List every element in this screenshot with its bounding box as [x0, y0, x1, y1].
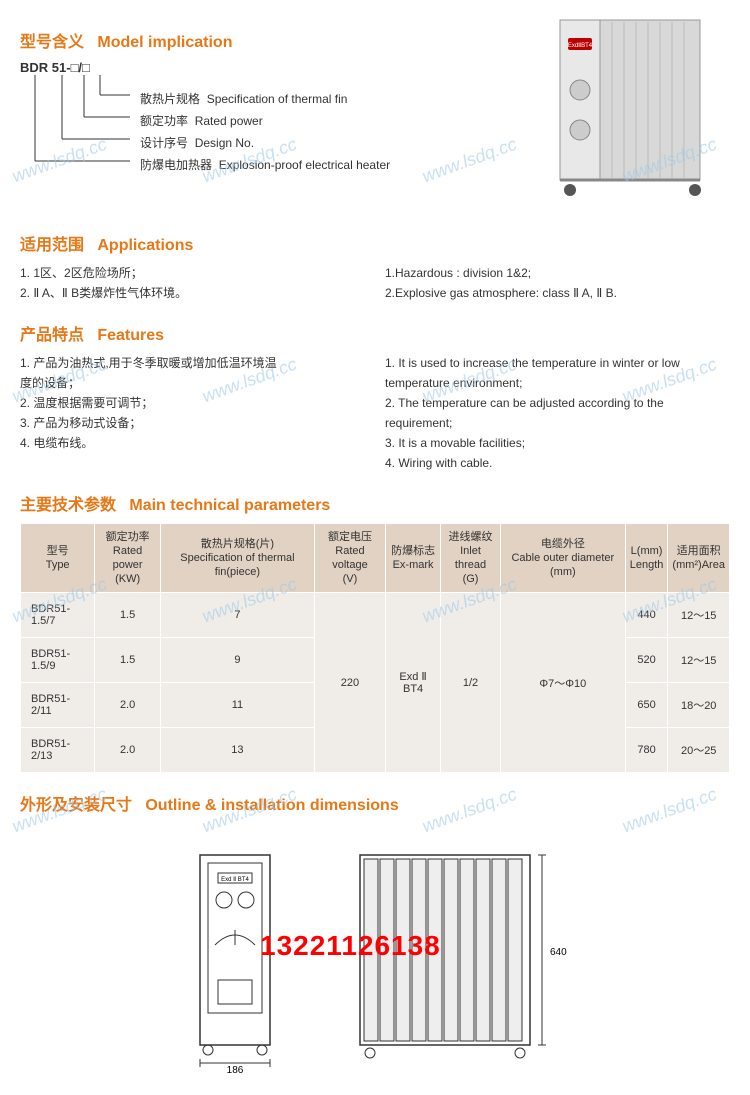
cell-power-0: 1.5	[95, 593, 161, 638]
app-right-1: 2.Explosive gas atmosphere: class Ⅱ A, Ⅱ…	[385, 283, 730, 303]
product-image: ExdⅡBT4	[540, 10, 730, 213]
cell-area-0: 12～15	[668, 593, 730, 638]
cell-fin-3: 13	[160, 728, 314, 773]
cell-length-2: 650	[625, 683, 668, 728]
svg-text:Exd Ⅱ BT4: Exd Ⅱ BT4	[221, 877, 249, 883]
th-exmark: 防爆标志Ex-mark	[386, 524, 441, 593]
th-cable: 电缆外径Cable outer diameter (mm)	[500, 524, 625, 593]
th-type: 型号Type	[21, 524, 95, 593]
svg-text:ExdⅡBT4: ExdⅡBT4	[568, 43, 593, 49]
model-lines: 散热片规格 Specification of thermal fin 额定功率 …	[140, 88, 390, 176]
cell-power-3: 2.0	[95, 728, 161, 773]
cell-power-1: 1.5	[95, 638, 161, 683]
applications-right: 1.Hazardous : division 1&2; 2.Explosive …	[375, 263, 730, 303]
cell-length-0: 440	[625, 593, 668, 638]
params-header-row: 型号Type 额定功率Rated power(KW) 散热片规格(片)Speci…	[21, 524, 730, 593]
cell-length-1: 520	[625, 638, 668, 683]
cell-cable: Φ7～Φ10	[500, 593, 625, 773]
model-block: 型号含义 Model implication BDR 51-□/□ 散热片规格 …	[20, 10, 540, 213]
outline-title-en: Outline & installation dimensions	[145, 797, 398, 814]
model-line-2: 设计序号 Design No.	[140, 132, 390, 154]
cell-type-1: BDR51-1.5/9	[21, 638, 95, 683]
section-title-outline: 外形及安装尺寸 Outline & installation dimension…	[20, 791, 730, 815]
app-left-1: 2. Ⅱ A、Ⅱ B类爆炸性气体环境。	[20, 283, 365, 303]
section-title-features: 产品特点 Features	[20, 321, 730, 345]
section-title-applications: 适用范围 Applications	[20, 231, 730, 255]
cell-inlet: 1/2	[441, 593, 501, 773]
params-title-zh: 主要技术参数	[20, 497, 116, 514]
cell-area-3: 20～25	[668, 728, 730, 773]
params-title-en: Main technical parameters	[129, 497, 330, 514]
params-table: 型号Type 额定功率Rated power(KW) 散热片规格(片)Speci…	[20, 523, 730, 773]
section-title-params: 主要技术参数 Main technical parameters	[20, 491, 730, 515]
cell-power-2: 2.0	[95, 683, 161, 728]
cell-area-2: 18～20	[668, 683, 730, 728]
feat-right-0: 1. It is used to increase the temperatur…	[385, 353, 730, 393]
features-right: 1. It is used to increase the temperatur…	[375, 353, 730, 473]
cell-fin-2: 11	[160, 683, 314, 728]
cell-fin-0: 7	[160, 593, 314, 638]
app-left-0: 1. 1区、2区危险场所；	[20, 263, 365, 283]
th-fin: 散热片规格(片)Specification of thermal fin(pie…	[160, 524, 314, 593]
th-power: 额定功率Rated power(KW)	[95, 524, 161, 593]
th-voltage: 额定电压Rated voltage(V)	[314, 524, 385, 593]
section-title-model: 型号含义 Model implication	[20, 28, 540, 52]
cell-type-0: BDR51-1.5/7	[21, 593, 95, 638]
phone-overlay: 13221126138	[260, 930, 441, 962]
model-title-en: Model implication	[97, 34, 232, 51]
feat-left-1: 度的设备；	[20, 373, 365, 393]
th-inlet: 进线螺纹Inlet thread(G)	[441, 524, 501, 593]
th-length: L(mm)Length	[625, 524, 668, 593]
th-area: 适用面积(mm²)Area	[668, 524, 730, 593]
feat-left-0: 1. 产品为油热式,用于冬季取暖或增加低温环境温	[20, 353, 365, 373]
model-diagram: BDR 51-□/□ 散热片规格 Specification of therma…	[20, 60, 540, 180]
model-line-1: 额定功率 Rated power	[140, 110, 390, 132]
features-left: 1. 产品为油热式,用于冬季取暖或增加低温环境温 度的设备； 2. 温度根据需要…	[20, 353, 375, 473]
model-line-3: 防爆电加热器 Explosion-proof electrical heater	[140, 154, 390, 176]
cell-fin-1: 9	[160, 638, 314, 683]
feat-right-1: 2. The temperature can be adjusted accor…	[385, 393, 730, 433]
app-title-en: Applications	[97, 237, 193, 254]
table-row: BDR51-1.5/7 1.5 7 220 Exd Ⅱ BT4 1/2 Φ7～Φ…	[21, 593, 730, 638]
applications-content: 1. 1区、2区危险场所； 2. Ⅱ A、Ⅱ B类爆炸性气体环境。 1.Haza…	[20, 263, 730, 303]
cell-type-2: BDR51-2/11	[21, 683, 95, 728]
cell-area-1: 12～15	[668, 638, 730, 683]
model-line-0: 散热片规格 Specification of thermal fin	[140, 88, 390, 110]
app-title-zh: 适用范围	[20, 237, 84, 254]
cell-voltage: 220	[314, 593, 385, 773]
cell-type-3: BDR51-2/13	[21, 728, 95, 773]
features-content: 1. 产品为油热式,用于冬季取暖或增加低温环境温 度的设备； 2. 温度根据需要…	[20, 353, 730, 473]
feat-left-4: 4. 电缆布线。	[20, 433, 365, 453]
svg-text:186: 186	[227, 1065, 244, 1075]
model-title-zh: 型号含义	[20, 34, 84, 51]
top-row: 型号含义 Model implication BDR 51-□/□ 散热片规格 …	[20, 10, 730, 213]
svg-text:640: 640	[550, 947, 567, 958]
feat-left-2: 2. 温度根据需要可调节；	[20, 393, 365, 413]
feat-left-3: 3. 产品为移动式设备；	[20, 413, 365, 433]
cell-length-3: 780	[625, 728, 668, 773]
heater-svg: ExdⅡBT4	[540, 10, 710, 210]
model-bracket-svg	[20, 60, 140, 180]
app-right-0: 1.Hazardous : division 1&2;	[385, 263, 730, 283]
outline-title-zh: 外形及安装尺寸	[20, 797, 132, 814]
feat-right-2: 3. It is a movable facilities;	[385, 433, 730, 453]
applications-left: 1. 1区、2区危险场所； 2. Ⅱ A、Ⅱ B类爆炸性气体环境。	[20, 263, 375, 303]
feat-title-en: Features	[97, 327, 164, 344]
feat-title-zh: 产品特点	[20, 327, 84, 344]
feat-right-3: 4. Wiring with cable.	[385, 453, 730, 473]
cell-exmark: Exd Ⅱ BT4	[386, 593, 441, 773]
